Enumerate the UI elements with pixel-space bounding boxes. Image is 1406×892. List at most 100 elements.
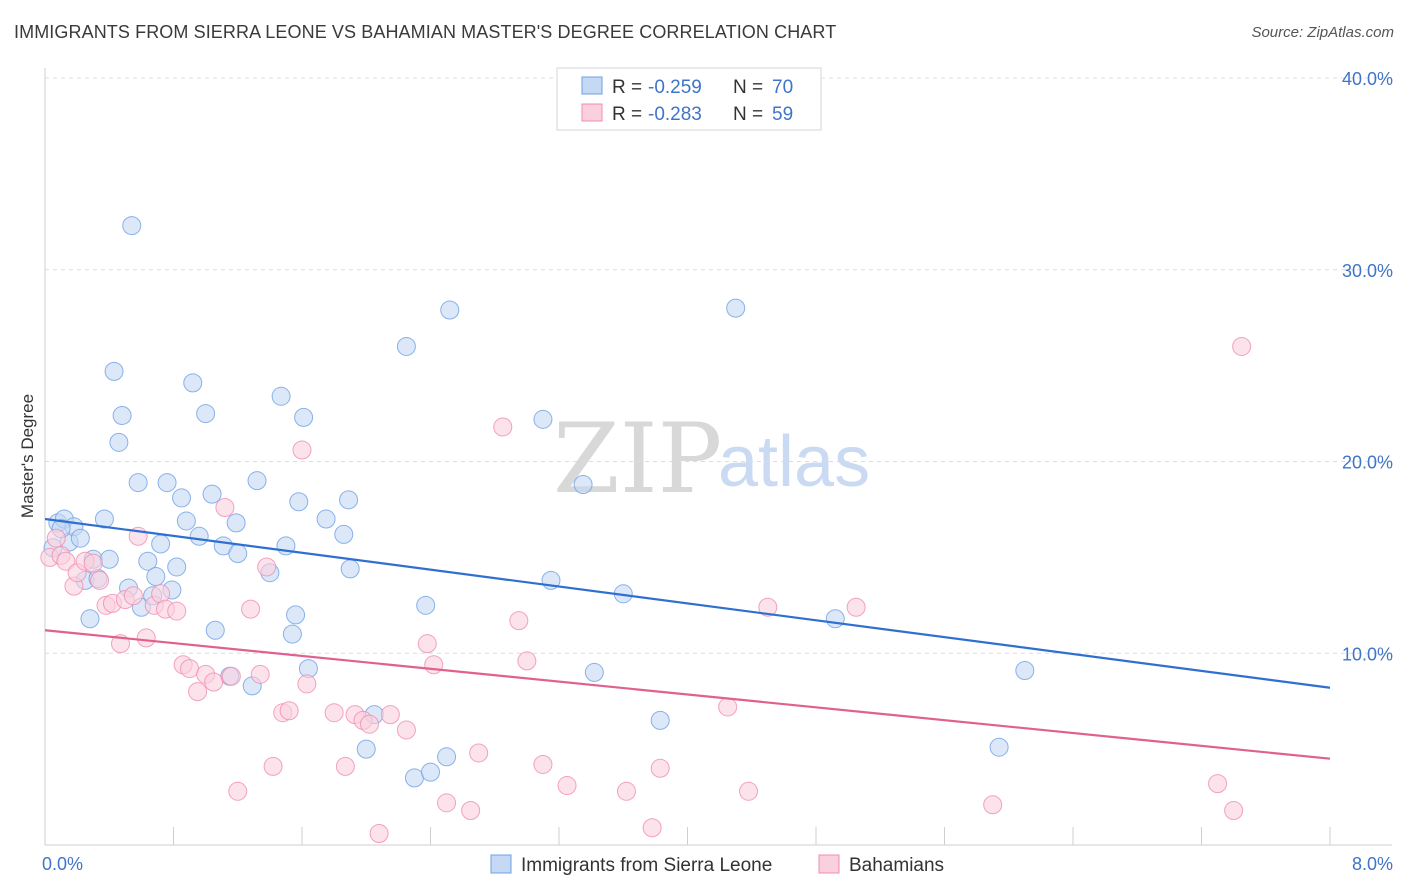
point-sierra-leone [146,567,166,587]
source-label: Source: ZipAtlas.com [1251,24,1394,41]
point-bahamian [1208,774,1228,794]
point-bahamian [188,682,208,702]
point-bahamian [83,553,103,573]
point-sierra-leone [437,747,457,767]
gridlines [45,77,1392,654]
point-bahamian [533,754,553,774]
point-bahamian [616,781,636,801]
point-bahamian [461,800,481,820]
point-sierra-leone [289,492,309,512]
point-bahamian [257,557,277,577]
point-bahamian [469,743,489,763]
point-sierra-leone [404,768,424,788]
point-sierra-leone [99,549,119,569]
point-sierra-leone [421,762,440,782]
point-bahamian [517,651,537,671]
legend-r-value-1: -0.259 [648,77,702,98]
point-bahamian [437,793,457,813]
series-legend: Immigrants from Sierra Leone Bahamians [490,854,944,876]
point-bahamian [758,597,778,617]
point-sierra-leone [202,484,222,504]
point-sierra-leone [109,432,129,452]
point-bahamian [642,818,662,838]
point-sierra-leone [189,526,209,546]
point-bahamian [228,781,248,801]
point-bahamian [46,528,66,548]
point-bahamian [204,672,224,692]
point-sierra-leone [286,605,306,625]
point-bahamian [123,586,143,606]
legend-swatch-pink [581,103,603,122]
point-bahamian [417,634,437,654]
x-tick-labels: 0.0% 8.0% [42,854,1393,874]
point-sierra-leone [356,739,376,759]
point-sierra-leone [294,407,314,427]
point-sierra-leone [1015,661,1035,681]
point-sierra-leone [80,609,100,629]
bottom-legend-label-pink: Bahamians [849,855,944,876]
trend-line-bahamian [44,629,1331,760]
data-points [40,216,1252,843]
point-sierra-leone [726,298,746,318]
legend-r-label-2: R = [612,104,642,125]
y-tick-label: 20.0% [1342,453,1393,473]
chart-title: IMMIGRANTS FROM SIERRA LEONE VS BAHAMIAN… [14,22,837,42]
point-sierra-leone [282,624,302,644]
point-bahamian [167,601,187,621]
legend-r-label-1: R = [612,77,642,98]
point-bahamian [215,498,235,518]
point-sierra-leone [416,595,436,615]
point-bahamian [241,599,261,619]
point-sierra-leone [247,471,267,491]
point-bahamian [557,776,577,796]
bottom-legend-swatch-pink [818,854,840,874]
point-bahamian [279,701,299,721]
y-axis-label: Master's Degree [18,394,37,518]
axes [44,68,1392,846]
trend-line-sierra-leone [44,517,1331,689]
point-sierra-leone [172,488,192,508]
point-sierra-leone [825,609,845,629]
point-sierra-leone [112,405,132,425]
point-bahamian [90,570,110,590]
point-sierra-leone [650,710,670,730]
point-bahamian [359,714,379,734]
legend-n-label-2: N = [733,104,763,125]
point-sierra-leone [334,524,354,544]
point-bahamian [846,597,866,617]
point-sierra-leone [70,528,90,548]
point-bahamian [493,417,513,437]
point-bahamian [396,720,416,740]
point-sierra-leone [396,336,416,356]
point-sierra-leone [271,386,291,406]
legend-n-value-1: 70 [772,77,793,98]
point-sierra-leone [584,662,604,682]
point-bahamian [369,823,389,843]
point-sierra-leone [167,557,187,577]
point-bahamian [263,756,283,776]
bottom-legend-label-blue: Immigrants from Sierra Leone [521,855,772,876]
point-bahamian [136,628,156,648]
watermark-zip: ZIP [553,403,722,515]
point-sierra-leone [573,475,593,495]
point-sierra-leone [104,361,124,381]
y-tick-label: 40.0% [1342,69,1393,89]
point-bahamian [983,795,1003,815]
point-sierra-leone [228,544,248,564]
point-bahamian [56,551,76,571]
point-bahamian [1224,800,1244,820]
point-sierra-leone [183,373,203,393]
point-bahamian [292,440,312,460]
point-bahamian [335,756,355,776]
legend-n-label-1: N = [733,77,763,98]
legend-r-value-2: -0.283 [648,104,702,125]
point-sierra-leone [122,216,142,236]
point-bahamian [221,666,241,686]
point-bahamian [739,781,759,801]
point-sierra-leone [151,534,171,554]
y-tick-labels: 10.0% 20.0% 30.0% 40.0% [1342,69,1393,664]
point-bahamian [380,705,400,725]
point-bahamian [1232,336,1252,356]
bottom-legend-swatch-blue [490,854,512,874]
